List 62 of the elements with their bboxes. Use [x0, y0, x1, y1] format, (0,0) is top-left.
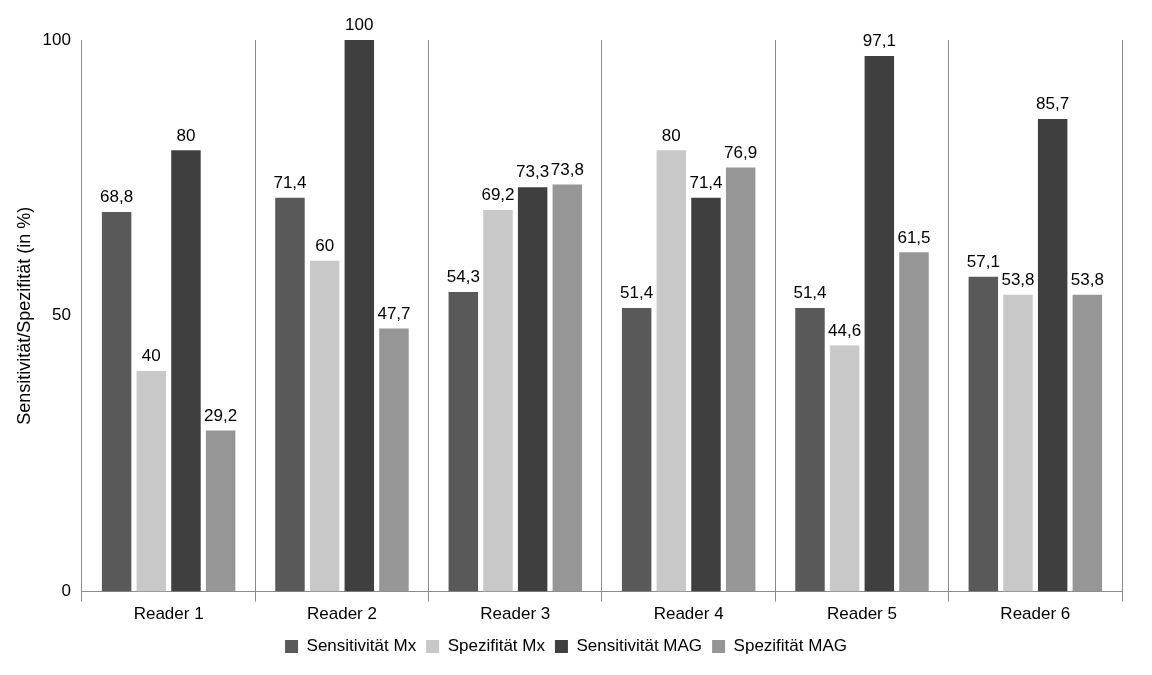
y-tick-label: 50	[52, 305, 71, 325]
data-label: 97,1	[862, 31, 896, 51]
bar	[1003, 294, 1033, 592]
bar	[795, 308, 825, 592]
data-label: 29,2	[204, 405, 238, 425]
data-label: 76,9	[724, 142, 758, 162]
bar	[691, 197, 721, 592]
bar	[171, 150, 201, 592]
data-label: 44,6	[828, 320, 862, 340]
legend-label: Sensitivität MAG	[576, 636, 703, 656]
bar	[101, 212, 132, 592]
y-tick-label: 100	[42, 29, 71, 49]
bar	[517, 187, 548, 592]
x-tick-label: Reader 4	[653, 604, 724, 624]
data-label: 68,8	[100, 187, 134, 207]
data-label: 53,8	[1001, 270, 1035, 290]
bar	[136, 370, 167, 592]
bar	[205, 430, 236, 592]
x-tick-label: Reader 1	[133, 604, 204, 624]
data-label: 54,3	[446, 267, 480, 287]
x-tick-label: Reader 6	[1000, 604, 1071, 624]
x-tick-label: Reader 5	[827, 604, 897, 624]
bar	[864, 56, 895, 592]
bar	[621, 308, 652, 592]
bar	[275, 197, 305, 592]
data-label: 85,7	[1036, 94, 1070, 114]
data-label: 61,5	[897, 227, 931, 247]
x-tick-label: Reader 2	[307, 604, 377, 624]
data-label: 80	[661, 125, 681, 145]
data-label: 100	[345, 15, 374, 35]
bar	[1072, 294, 1103, 592]
legend-label: Sensitivität Mx	[306, 636, 417, 656]
bar	[483, 209, 513, 592]
data-label: 51,4	[793, 283, 827, 303]
data-label: 80	[176, 125, 196, 145]
data-label: 71,4	[689, 172, 723, 192]
y-axis-title: Sensitivität/Spezifität (in %)	[13, 206, 34, 425]
data-label: 71,4	[273, 172, 307, 192]
bar	[448, 292, 479, 592]
bar	[1037, 118, 1068, 592]
bar	[379, 328, 409, 592]
bar	[829, 345, 860, 592]
data-label: 60	[315, 235, 335, 255]
data-label: 47,7	[377, 303, 411, 323]
data-label: 53,8	[1070, 270, 1104, 290]
bar	[344, 40, 375, 592]
data-label: 51,4	[620, 283, 654, 303]
y-tick-label: 0	[61, 581, 71, 601]
data-label: 57,1	[966, 251, 1000, 271]
bar	[968, 276, 999, 592]
bar	[899, 252, 929, 592]
bar	[656, 150, 687, 592]
data-label: 40	[141, 346, 161, 366]
x-tick-label: Reader 3	[480, 604, 551, 624]
bar	[725, 167, 756, 592]
data-label: 69,2	[481, 185, 515, 205]
data-label: 73,8	[550, 159, 584, 179]
legend-label: Spezifität Mx	[447, 636, 546, 656]
legend-label: Spezifität MAG	[733, 636, 847, 656]
bar	[552, 184, 583, 592]
bar	[309, 260, 340, 592]
data-label: 73,3	[516, 162, 550, 182]
